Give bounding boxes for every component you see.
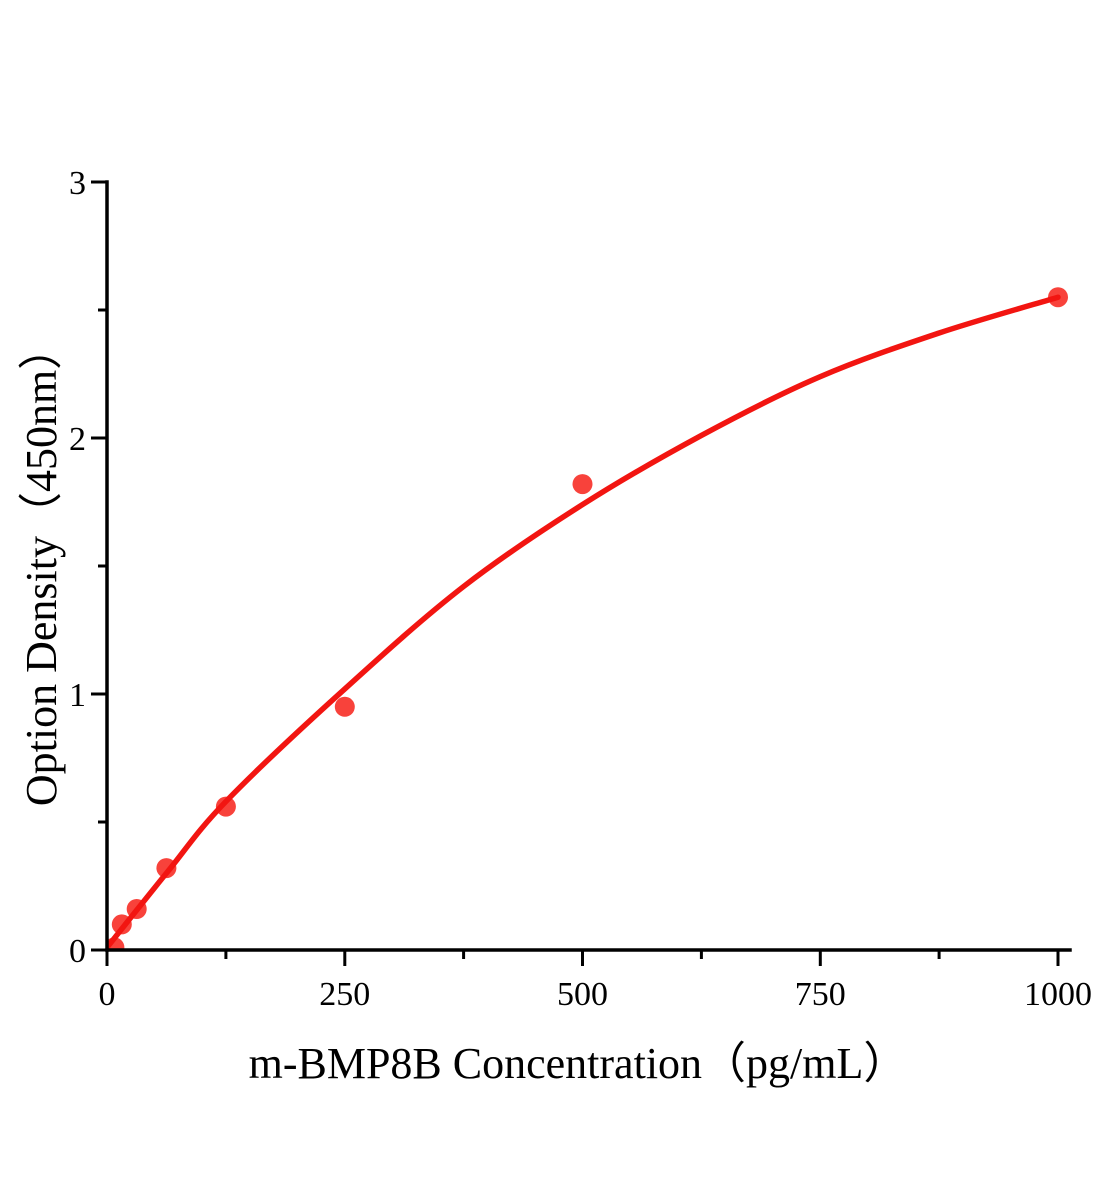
y-tick-label: 3 [69, 165, 86, 202]
x-tick-label: 1000 [1024, 976, 1092, 1013]
axes-layer [91, 180, 1072, 966]
x-tick-label: 500 [557, 976, 608, 1013]
data-points-layer [107, 287, 1068, 950]
data-point [334, 696, 355, 717]
fit-curve [107, 294, 1061, 950]
y-tick-label: 2 [69, 421, 86, 458]
fit-curve-layer [107, 294, 1061, 950]
x-axis-title: m-BMP8B Concentration（pg/mL） [249, 1039, 908, 1088]
x-tick-label: 0 [99, 976, 116, 1013]
y-tick-label: 1 [69, 677, 86, 714]
tick-labels-layer: 0 250 500 750 1000 0 1 2 3 [69, 165, 1092, 1013]
x-tick-label: 750 [795, 976, 846, 1013]
y-axis-title: Option Density（450nm） [17, 326, 66, 806]
y-tick-label: 0 [69, 933, 86, 970]
data-point [215, 796, 236, 817]
x-tick-label: 250 [319, 976, 370, 1013]
data-point [572, 474, 593, 495]
